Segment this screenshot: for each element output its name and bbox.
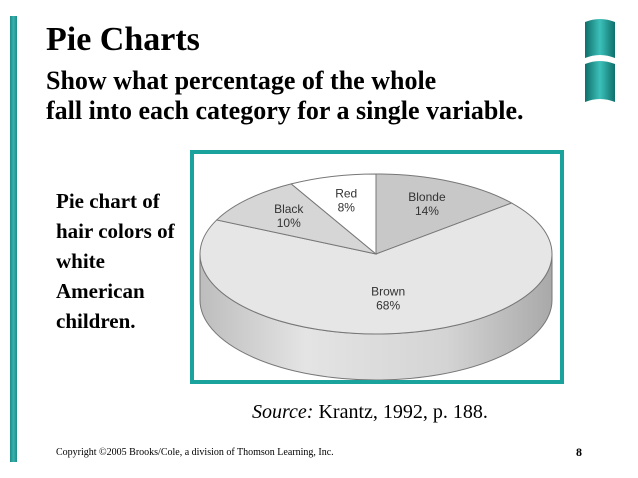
slice-label-brown: Brown: [371, 285, 405, 299]
slice-value-blonde: 14%: [415, 204, 439, 218]
slice-label-red: Red: [335, 186, 357, 200]
source-text: Krantz, 1992, p. 188.: [318, 401, 488, 423]
left-accent-bar: [10, 16, 17, 462]
decorative-ribbon-icon: [585, 19, 615, 102]
subtitle-line-2: fall into each category for a single var…: [46, 96, 524, 125]
pie-slice-brown: [199, 202, 553, 335]
slice-label-black: Black: [274, 202, 304, 216]
slice-value-brown: 68%: [376, 299, 400, 313]
slice-label-blonde: Blonde: [408, 190, 446, 204]
pie-slice-red: [290, 173, 377, 256]
subtitle-line-1: Show what percentage of the whole: [46, 66, 437, 95]
pie-slice-blonde: [375, 173, 513, 255]
slice-value-red: 8%: [338, 200, 356, 214]
slide-subtitle: Show what percentage of the whole fall i…: [46, 66, 524, 126]
source-label: Source:: [252, 401, 314, 423]
copyright-notice: Copyright ©2005 Brooks/Cole, a division …: [56, 447, 334, 458]
pie-slice-black: [215, 183, 377, 255]
chart-caption: Pie chart of hair colors of white Americ…: [56, 189, 175, 333]
page-number: 8: [576, 445, 582, 459]
source-citation: Source: Krantz, 1992, p. 188.: [252, 400, 488, 424]
slice-value-black: 10%: [277, 216, 301, 230]
slide-title: Pie Charts: [46, 21, 200, 58]
pie-chart-frame: Brown 68% Blonde 14% Red 8% Black 10%: [190, 150, 564, 384]
